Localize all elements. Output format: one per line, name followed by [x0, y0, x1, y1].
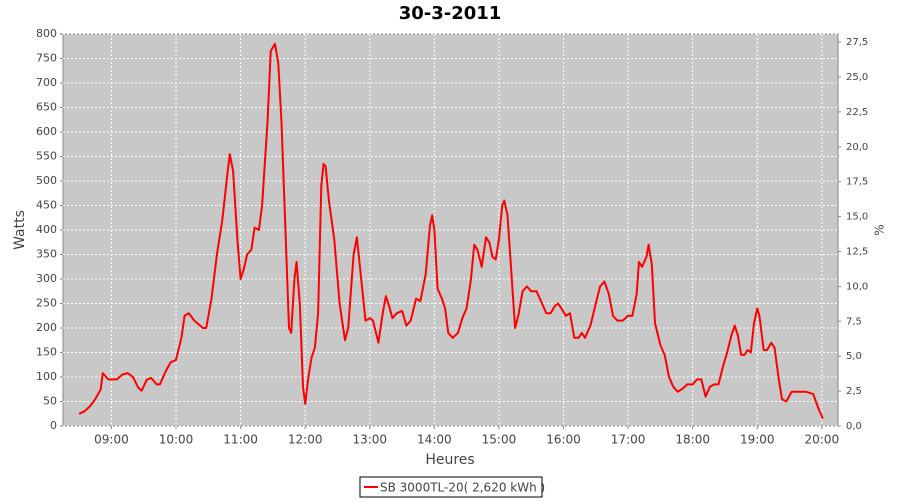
- y-tick-label: 300: [36, 272, 57, 285]
- y-tick-label: 600: [36, 125, 57, 138]
- x-tick-label: 19:00: [740, 433, 775, 447]
- y-tick-label: 250: [36, 297, 57, 310]
- y2-tick-label: 27,5: [846, 37, 868, 48]
- y-tick-label: 50: [43, 395, 57, 408]
- y2-tick-label: 5,0: [846, 351, 862, 362]
- y2-tick-label: 2,5: [846, 386, 862, 397]
- x-tick-label: 13:00: [352, 433, 387, 447]
- x-tick-label: 09:00: [94, 433, 129, 447]
- y2-tick-label: 17,5: [846, 177, 868, 188]
- chart-title: 30-3-2011: [399, 3, 502, 24]
- y-tick-label: 100: [36, 370, 57, 383]
- y-tick-label: 500: [36, 174, 57, 187]
- x-tick-label: 15:00: [482, 433, 517, 447]
- y2-tick-label: 12,5: [846, 246, 868, 257]
- y-tick-label: 450: [36, 199, 57, 212]
- y-tick-label: 800: [36, 27, 57, 40]
- y2-tick-label: 10,0: [846, 281, 868, 292]
- y-tick-label: 400: [36, 223, 57, 236]
- y2-tick-label: 25,0: [846, 72, 868, 83]
- y-tick-label: 650: [36, 101, 57, 114]
- y2-axis-label: %: [873, 224, 887, 235]
- y2-tick-label: 22,5: [846, 107, 868, 118]
- y-tick-label: 750: [36, 52, 57, 65]
- x-tick-label: 18:00: [675, 433, 710, 447]
- y2-tick-label: 7,5: [846, 316, 862, 327]
- y2-tick-label: 15,0: [846, 212, 868, 223]
- y-tick-label: 350: [36, 248, 57, 261]
- series-line: [78, 42, 824, 420]
- x-tick-label: 11:00: [223, 433, 258, 447]
- y-tick-label: 150: [36, 346, 57, 359]
- x-tick-label: 16:00: [546, 433, 581, 447]
- x-tick-label: 17:00: [611, 433, 646, 447]
- legend: [359, 476, 543, 498]
- y2-tick-label: 0,0: [846, 421, 862, 432]
- y2-tick-label: 20,0: [846, 142, 868, 153]
- y-axis-label: Watts: [12, 210, 28, 250]
- y-tick-label: 700: [36, 76, 57, 89]
- y-tick-label: 200: [36, 321, 57, 334]
- x-tick-label: 12:00: [288, 433, 323, 447]
- legend-label: SB 3000TL-20( 2,620 kWh ): [380, 481, 545, 495]
- x-tick-label: 20:00: [805, 433, 840, 447]
- x-tick-label: 14:00: [417, 433, 452, 447]
- x-tick-label: 10:00: [159, 433, 194, 447]
- x-axis-label: Heures: [425, 452, 474, 468]
- y-tick-label: 550: [36, 150, 57, 163]
- y-tick-label: 0: [50, 419, 57, 432]
